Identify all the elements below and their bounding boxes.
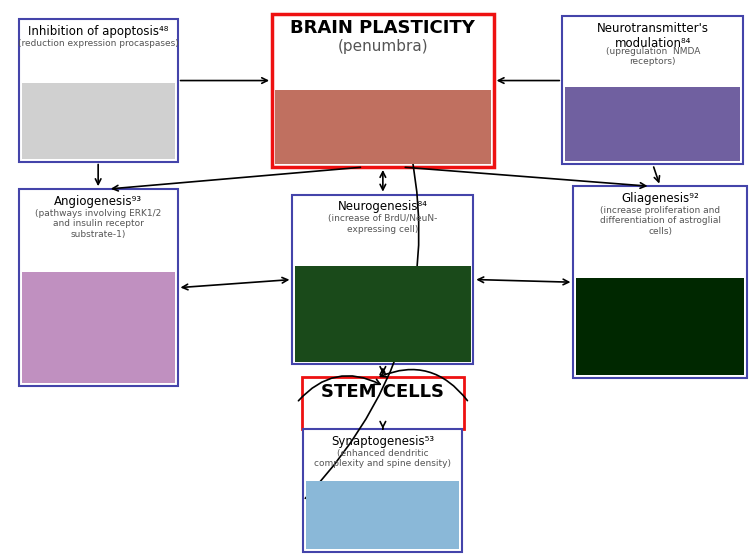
Text: (upregulation  NMDA
receptors): (upregulation NMDA receptors) bbox=[605, 47, 700, 67]
Bar bbox=[19, 19, 178, 162]
Text: (penumbra): (penumbra) bbox=[338, 39, 428, 54]
Text: Synaptogenesis⁵³: Synaptogenesis⁵³ bbox=[331, 435, 434, 448]
Bar bbox=[19, 189, 178, 386]
Bar bbox=[306, 481, 459, 549]
Bar bbox=[275, 91, 491, 164]
Bar bbox=[576, 278, 744, 375]
Text: (pathways involving ERK1/2
and insulin receptor
substrate-1): (pathways involving ERK1/2 and insulin r… bbox=[35, 209, 161, 239]
Text: (increase of BrdU/NeuN-
expressing cell): (increase of BrdU/NeuN- expressing cell) bbox=[328, 214, 437, 234]
Text: Inhibition of apoptosis⁴⁸: Inhibition of apoptosis⁴⁸ bbox=[28, 25, 168, 38]
Text: Angiogenesis⁹³: Angiogenesis⁹³ bbox=[54, 195, 143, 208]
Bar bbox=[303, 429, 462, 552]
Bar bbox=[566, 87, 740, 162]
Bar bbox=[562, 16, 743, 164]
Bar bbox=[573, 186, 747, 378]
Text: (increase proliferation and
differentiation of astroglial
cells): (increase proliferation and differentiat… bbox=[599, 206, 721, 236]
Text: (enhanced dendritic
complexity and spine density): (enhanced dendritic complexity and spine… bbox=[314, 448, 452, 468]
Bar bbox=[293, 195, 474, 364]
Bar bbox=[296, 266, 470, 362]
Bar bbox=[22, 83, 175, 159]
Text: Gliagenesis⁹²: Gliagenesis⁹² bbox=[621, 192, 699, 205]
Bar bbox=[302, 377, 464, 429]
Text: Neurogenesis⁸⁴: Neurogenesis⁸⁴ bbox=[338, 201, 428, 214]
Bar bbox=[272, 13, 494, 167]
Text: STEM CELLS: STEM CELLS bbox=[321, 383, 444, 401]
Bar bbox=[22, 272, 175, 383]
Text: (reduction expression procaspases): (reduction expression procaspases) bbox=[18, 39, 179, 48]
Text: BRAIN PLASTICITY: BRAIN PLASTICITY bbox=[290, 20, 475, 37]
Text: Neurotransmitter's
modulation⁸⁴: Neurotransmitter's modulation⁸⁴ bbox=[596, 22, 709, 50]
